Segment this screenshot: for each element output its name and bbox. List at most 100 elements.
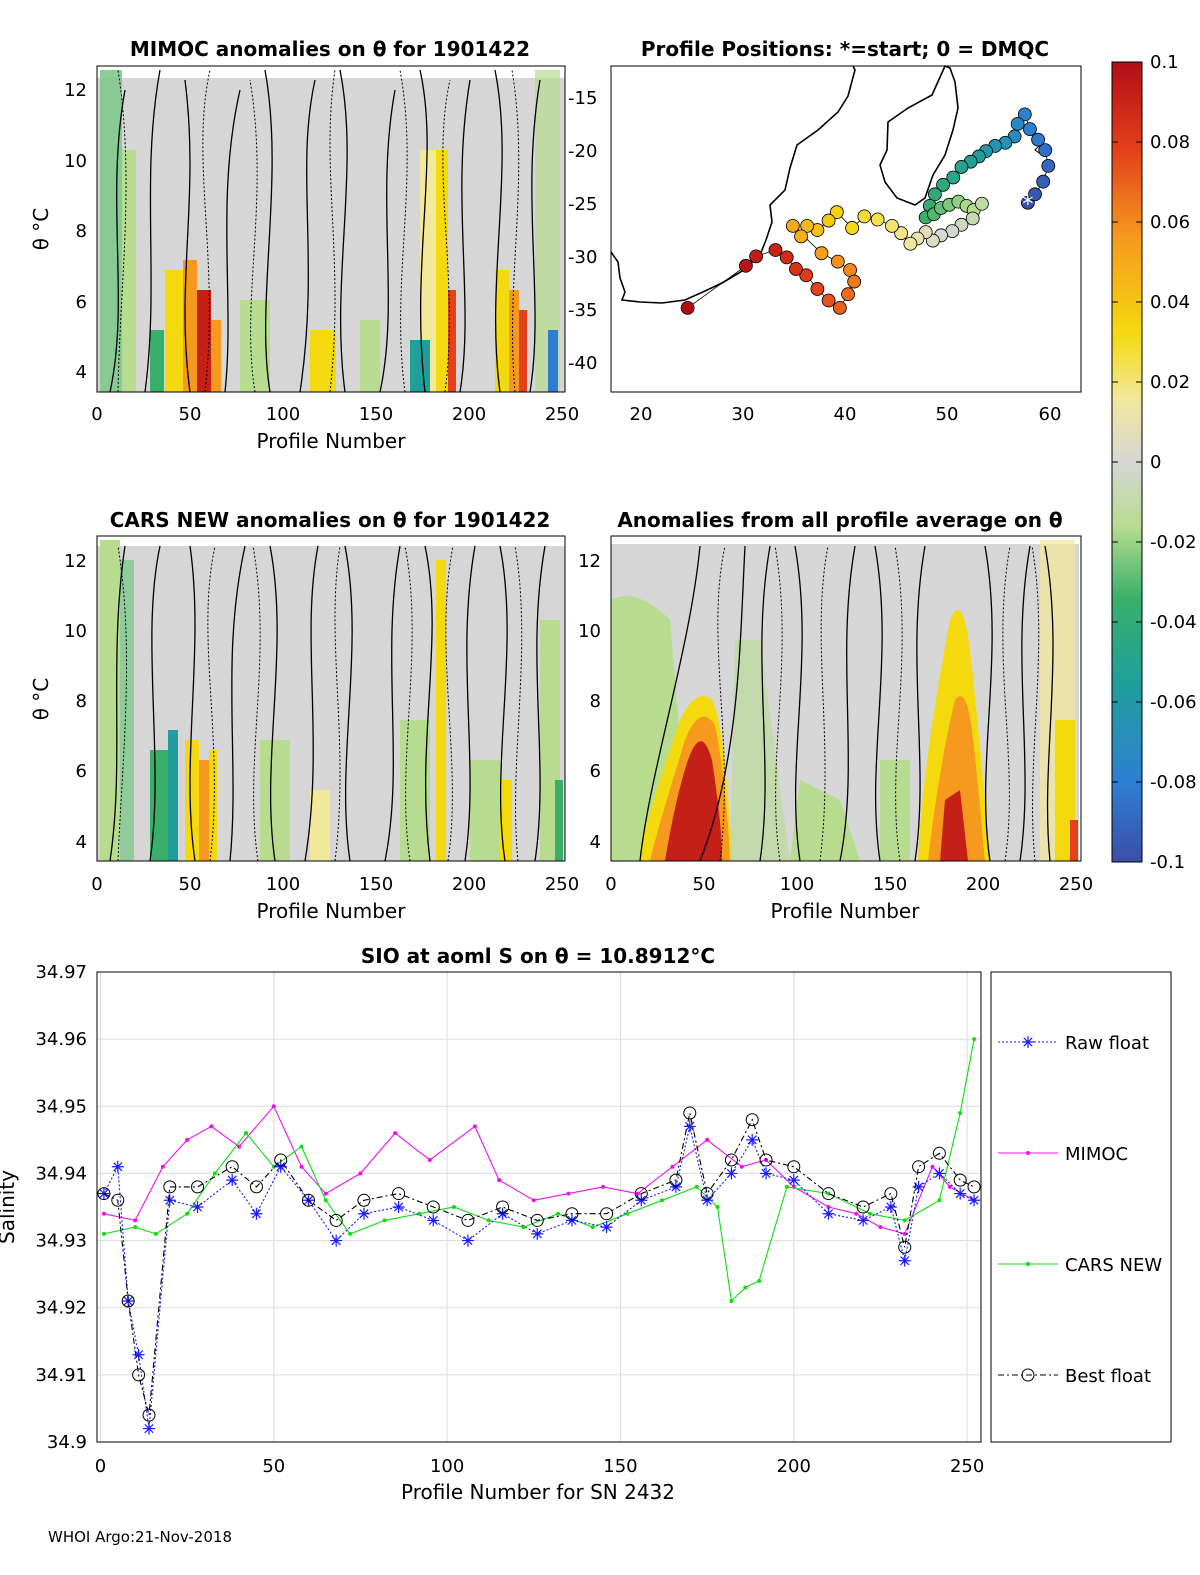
- track-point: [841, 287, 855, 302]
- data-point: [163, 1194, 176, 1207]
- data-point: [133, 1218, 138, 1223]
- track-point: [1017, 107, 1032, 122]
- data-point: [912, 1180, 925, 1193]
- salinity-panel: SIO at aoml S on θ = 10.8912°C 0 50 100 150…: [0, 944, 1172, 1504]
- series-best-float: [97, 1106, 981, 1422]
- data-point: [826, 1205, 831, 1209]
- allavg-xlabel: Profile Number: [771, 899, 921, 923]
- data-point: [143, 1422, 155, 1435]
- salinity-title: SIO at aoml S on θ = 10.8912°C: [361, 944, 715, 968]
- data-point: [902, 1218, 907, 1223]
- data-point: [683, 1120, 696, 1133]
- data-point: [486, 1218, 491, 1223]
- data-point: [857, 1214, 870, 1227]
- colorbar-tick: -0.02: [1150, 532, 1197, 553]
- data-point: [787, 1160, 801, 1174]
- allavg-heatmap: [611, 536, 1079, 861]
- legend-item: Raw float: [998, 1033, 1149, 1054]
- positions-xtick: 30: [732, 404, 755, 425]
- mimoc-heatmap: [97, 66, 565, 392]
- data-point: [249, 1180, 263, 1194]
- cars-xtick: 0: [91, 874, 102, 895]
- data-point: [683, 1106, 697, 1120]
- track-point: [1038, 143, 1053, 158]
- data-point: [694, 1184, 699, 1189]
- salinity-xtick: 150: [603, 1456, 637, 1477]
- mimoc-ytick: 8: [76, 221, 87, 242]
- mimoc-xtick: 0: [91, 404, 102, 425]
- data-point: [427, 1158, 432, 1162]
- data-point: [745, 1113, 759, 1127]
- data-point: [97, 1187, 111, 1201]
- cars-xtick: 150: [359, 874, 393, 895]
- salinity-xtick: 250: [950, 1456, 984, 1477]
- data-point: [160, 1164, 165, 1169]
- allavg-ytick: 10: [578, 621, 601, 642]
- mimoc-xtick: 100: [266, 404, 300, 425]
- data-point: [601, 1184, 606, 1189]
- data-point: [759, 1153, 773, 1167]
- track-point: [814, 246, 829, 261]
- data-point: [933, 1167, 946, 1180]
- track-point: [847, 274, 862, 289]
- track-point: [794, 229, 808, 244]
- salinity-ticks: 0 50 100 150 200 250 34.9 34.91 34.92 34.93 34.94 3…: [35, 962, 984, 1477]
- legend-item: MIMOC: [998, 1144, 1128, 1165]
- allavg-xtick: 200: [966, 874, 1000, 895]
- track-point: [845, 221, 860, 235]
- allavg-xtick: 250: [1059, 874, 1093, 895]
- legend-marker: [1021, 1368, 1035, 1382]
- data-point: [191, 1180, 205, 1194]
- salinity-series: [97, 1037, 981, 1435]
- data-point: [670, 1164, 675, 1169]
- data-point: [739, 1164, 744, 1169]
- footer-stamp: WHOI Argo:21-Nov-2018: [48, 1528, 232, 1546]
- data-point: [902, 1231, 907, 1236]
- data-point: [132, 1368, 146, 1382]
- track-point: [779, 250, 794, 265]
- data-point: [868, 1211, 873, 1216]
- data-point: [947, 1184, 952, 1189]
- data-point: [660, 1198, 665, 1203]
- data-point: [153, 1231, 158, 1236]
- positions-ytick: -20: [568, 141, 597, 162]
- data-point: [392, 1187, 406, 1201]
- salinity-grid: [97, 971, 981, 1443]
- track-point: [799, 268, 814, 283]
- data-point: [967, 1180, 981, 1194]
- track-point: [800, 218, 815, 233]
- salinity-ylabel: Salinity: [0, 1170, 19, 1244]
- mimoc-title: MIMOC anomalies on θ for 1901422: [130, 37, 530, 61]
- data-point: [250, 1207, 263, 1220]
- data-point: [274, 1160, 287, 1173]
- mimoc-xtick: 200: [452, 404, 486, 425]
- allavg-xtick: 50: [693, 874, 716, 895]
- series-cars-new: [101, 1037, 977, 1303]
- salinity-xtick: 100: [430, 1456, 464, 1477]
- data-point: [497, 1178, 502, 1183]
- allavg-xtick: 0: [605, 874, 616, 895]
- data-point: [274, 1153, 288, 1167]
- data-point: [700, 1187, 714, 1201]
- track-point: [738, 258, 753, 273]
- start-marker: *: [1022, 193, 1033, 218]
- mimoc-ytick: 10: [64, 151, 87, 172]
- salinity-xtick: 0: [95, 1456, 106, 1477]
- salinity-ytick: 34.91: [35, 1365, 87, 1386]
- data-point: [854, 1211, 859, 1216]
- data-point: [937, 1198, 942, 1203]
- legend-marker: [1026, 1262, 1030, 1266]
- data-point: [746, 1133, 759, 1146]
- salinity-ytick: 34.9: [47, 1432, 87, 1453]
- data-point: [884, 1187, 898, 1201]
- mimoc-xtick: 250: [545, 404, 579, 425]
- mimoc-xlabel: Profile Number: [257, 429, 407, 453]
- track-point: [821, 213, 836, 228]
- cars-ytick: 6: [76, 761, 87, 782]
- data-point: [972, 1037, 977, 1042]
- data-point: [330, 1234, 343, 1247]
- salinity-xlabel: Profile Number for SN 2432: [401, 1480, 675, 1504]
- data-point: [821, 1187, 835, 1201]
- track-point: [870, 212, 885, 227]
